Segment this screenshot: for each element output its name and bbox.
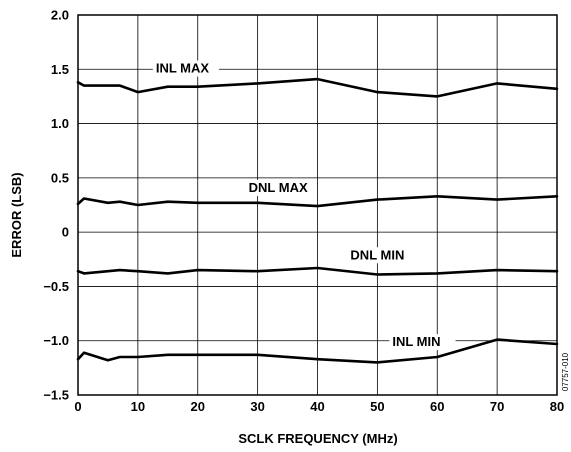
x-tick-label: 40 <box>310 399 324 414</box>
figure-id: 07757-010 <box>561 352 570 391</box>
x-tick-label: 60 <box>430 399 444 414</box>
x-tick-label: 10 <box>131 399 145 414</box>
y-axis-title: ERROR (LSB) <box>9 172 24 257</box>
y-tick-label: −1.0 <box>43 333 69 348</box>
series-label: DNL MAX <box>249 180 308 195</box>
x-tick-label: 70 <box>490 399 504 414</box>
x-tick-label: 20 <box>191 399 205 414</box>
x-tick-label: 80 <box>550 399 564 414</box>
x-tick-label: 0 <box>74 399 81 414</box>
y-tick-label: −1.5 <box>43 388 69 403</box>
x-tick-label: 30 <box>250 399 264 414</box>
y-tick-label: 1.5 <box>51 62 69 77</box>
y-tick-label: 0 <box>62 225 69 240</box>
series-label: INL MIN <box>392 334 440 349</box>
x-tick-label: 50 <box>370 399 384 414</box>
y-tick-label: 1.0 <box>51 116 69 131</box>
y-tick-label: −0.5 <box>43 279 69 294</box>
y-tick-labels: 2.0 1.5 1.0 0.5 0 −0.5 −1.0 −1.5 <box>43 8 69 403</box>
series-label: DNL MIN <box>350 247 404 262</box>
series-label: INL MAX <box>156 61 210 76</box>
y-tick-label: 2.0 <box>51 8 69 23</box>
x-axis-title: SCLK FREQUENCY (MHz) <box>238 431 397 446</box>
y-tick-label: 0.5 <box>51 170 69 185</box>
x-tick-labels: 0 10 20 30 40 50 60 70 80 <box>74 399 564 414</box>
